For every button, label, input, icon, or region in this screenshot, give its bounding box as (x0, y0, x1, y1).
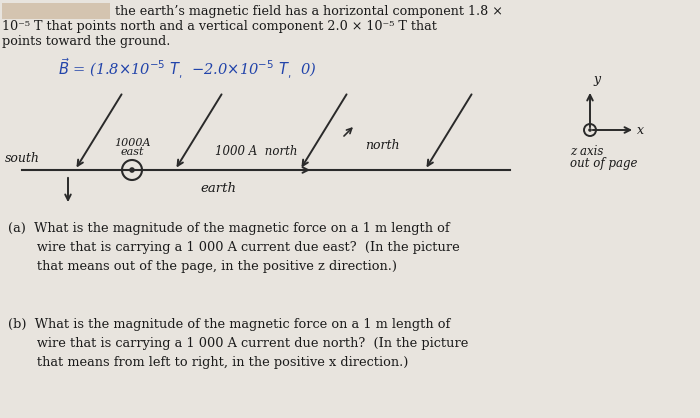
Text: earth: earth (200, 182, 236, 195)
Text: south: south (5, 151, 40, 165)
Circle shape (122, 160, 142, 180)
Text: east: east (120, 147, 144, 157)
Text: $\vec{B}$ = (1.8$\times$10$^{-5}$ $T$$_{,}$  $-$2.0$\times$10$^{-5}$ $T$$_{,}$  : $\vec{B}$ = (1.8$\times$10$^{-5}$ $T$$_{… (58, 57, 316, 81)
Text: (a)  What is the magnitude of the magnetic force on a 1 m length of
       wire : (a) What is the magnitude of the magneti… (8, 222, 460, 273)
Text: z axis: z axis (570, 145, 603, 158)
Bar (2, 3, 110, 19)
Text: (b)  What is the magnitude of the magnetic force on a 1 m length of
       wire : (b) What is the magnitude of the magneti… (8, 318, 468, 369)
Circle shape (588, 128, 592, 132)
Text: 1000 A  north: 1000 A north (216, 145, 298, 158)
Text: 10⁻⁵ T that points north and a vertical component 2.0 × 10⁻⁵ T that: 10⁻⁵ T that points north and a vertical … (2, 20, 437, 33)
Circle shape (130, 167, 135, 173)
Text: points toward the ground.: points toward the ground. (2, 35, 170, 48)
Text: y: y (593, 73, 600, 86)
Text: out of page: out of page (570, 157, 638, 170)
Circle shape (584, 124, 596, 136)
Text: x: x (637, 125, 644, 138)
Text: 1000A: 1000A (113, 138, 150, 148)
Text: the earth’s magnetic field has a horizontal component 1.8 ×: the earth’s magnetic field has a horizon… (115, 5, 503, 18)
Text: north: north (365, 139, 400, 152)
